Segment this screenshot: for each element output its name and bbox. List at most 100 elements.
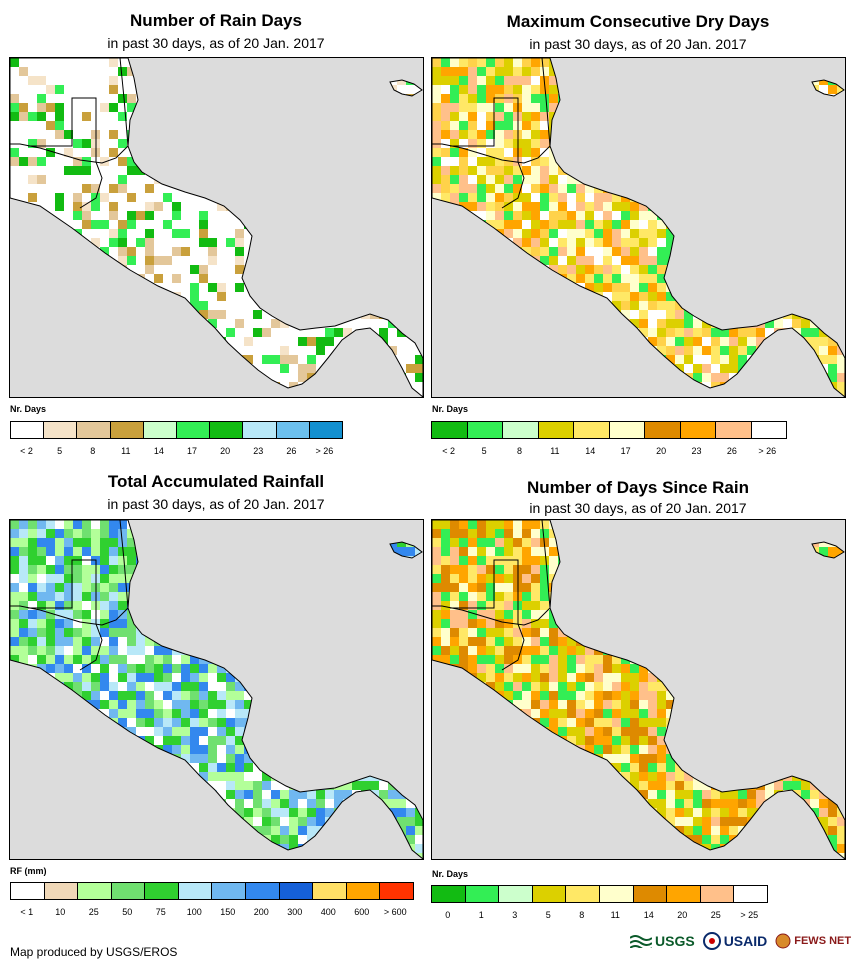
raster-cell [531, 76, 540, 85]
raster-cell [82, 67, 91, 76]
raster-cell [118, 175, 127, 184]
raster-cell [73, 103, 82, 112]
raster-cell [181, 202, 190, 211]
raster-cell [450, 85, 459, 94]
raster-cell [774, 319, 783, 328]
raster-cell [522, 112, 531, 121]
raster-cell [567, 238, 576, 247]
raster-cell [10, 112, 19, 121]
raster-cell [603, 265, 612, 274]
raster-cell [495, 76, 504, 85]
raster-cell [73, 664, 82, 673]
raster-cell [280, 373, 289, 382]
raster-cell [73, 655, 82, 664]
raster-cell [190, 673, 199, 682]
raster-cell [136, 664, 145, 673]
raster-cell [432, 166, 441, 175]
raster-cell [127, 211, 136, 220]
raster-cell [163, 655, 172, 664]
raster-cell [495, 220, 504, 229]
raster-cell [567, 184, 576, 193]
raster-cell [82, 529, 91, 538]
raster-cell [19, 583, 28, 592]
raster-cell [693, 364, 702, 373]
raster-cell [801, 319, 810, 328]
raster-cell [226, 772, 235, 781]
raster-cell [73, 529, 82, 538]
raster-cell [154, 265, 163, 274]
legend-swatch [177, 422, 210, 438]
raster-cell [163, 238, 172, 247]
legend-tick: > 26 [758, 446, 776, 456]
raster-cell [226, 763, 235, 772]
raster-cell [540, 166, 549, 175]
raster-cell [181, 220, 190, 229]
raster-cell [271, 790, 280, 799]
legend-tick: 23 [691, 446, 701, 456]
raster-cell [163, 202, 172, 211]
raster-cell [100, 121, 109, 130]
map-rain-days[interactable] [9, 57, 424, 398]
raster-cell [531, 238, 540, 247]
raster-cell [181, 718, 190, 727]
raster-cell [468, 112, 477, 121]
raster-cell [639, 211, 648, 220]
raster-cell [82, 112, 91, 121]
legend-bar [10, 421, 343, 439]
raster-cell [226, 265, 235, 274]
raster-cell [217, 754, 226, 763]
raster-cell [109, 85, 118, 94]
panel-title: Maximum Consecutive Dry Days [432, 12, 844, 32]
raster-cell [55, 574, 64, 583]
raster-cell [702, 364, 711, 373]
raster-cell [163, 193, 172, 202]
raster-cell [100, 94, 109, 103]
raster-cell [73, 139, 82, 148]
raster-cell [118, 637, 127, 646]
raster-cell [55, 592, 64, 601]
raster-cell [639, 310, 648, 319]
raster-cell [181, 691, 190, 700]
raster-cell [253, 310, 262, 319]
raster-cell [82, 628, 91, 637]
raster-cell [666, 337, 675, 346]
raster-cell [612, 229, 621, 238]
raster-cell [217, 763, 226, 772]
raster-cell [504, 139, 513, 148]
raster-cell [235, 754, 244, 763]
legend-label: Nr. Days [10, 404, 46, 414]
raster-cell [477, 76, 486, 85]
raster-cell [109, 139, 118, 148]
raster-cell [531, 103, 540, 112]
raster-cell [55, 202, 64, 211]
raster-cell [199, 700, 208, 709]
raster-cell [244, 328, 253, 337]
raster-cell [235, 238, 244, 247]
raster-cell [495, 103, 504, 112]
raster-cell [100, 700, 109, 709]
raster-cell [235, 745, 244, 754]
raster-cell [477, 184, 486, 193]
raster-cell [118, 247, 127, 256]
raster-cell [55, 628, 64, 637]
raster-cell [226, 310, 235, 319]
map-rainfall[interactable] [9, 519, 424, 860]
raster-cell [82, 85, 91, 94]
raster-cell [163, 718, 172, 727]
raster-cell [91, 691, 100, 700]
raster-cell [477, 58, 486, 67]
raster-cell [145, 256, 154, 265]
raster-cell [118, 619, 127, 628]
raster-cell [100, 646, 109, 655]
raster-cell [459, 175, 468, 184]
raster-cell [307, 364, 316, 373]
raster-cell [55, 166, 64, 175]
map-dry-days[interactable] [431, 57, 846, 398]
raster-cell [432, 121, 441, 130]
raster-cell [262, 346, 271, 355]
raster-cell [594, 229, 603, 238]
raster-cell [567, 229, 576, 238]
raster-cell [450, 58, 459, 67]
raster-cell [73, 85, 82, 94]
raster-cell [19, 175, 28, 184]
